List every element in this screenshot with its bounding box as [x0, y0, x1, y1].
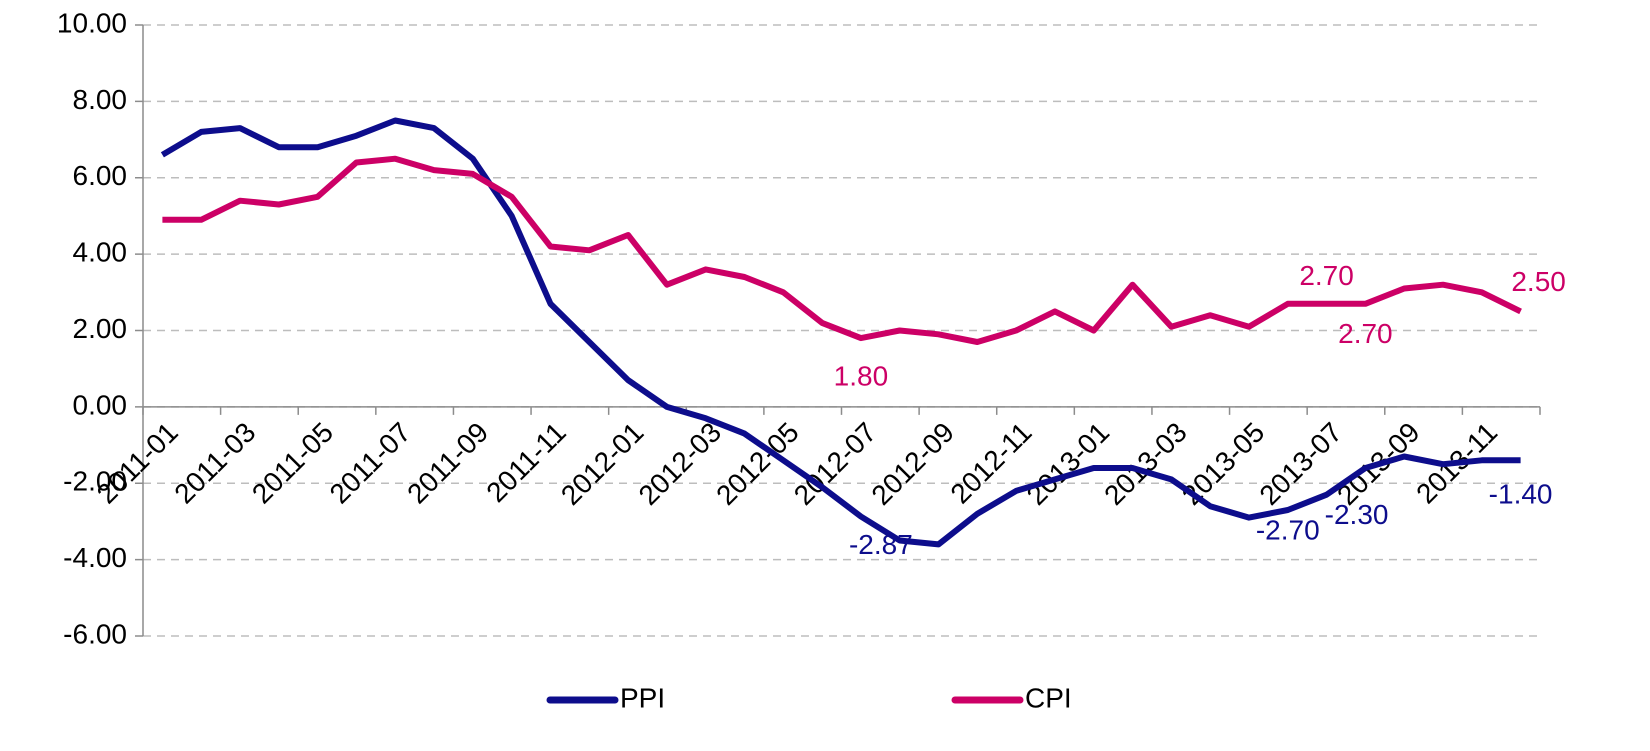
- series-line: [162, 155, 1522, 345]
- x-tick-label: 2012-09: [865, 416, 960, 511]
- x-tick-label: 2012-01: [555, 416, 650, 511]
- x-tick-label: 2013-01: [1021, 416, 1116, 511]
- y-tick-label: -6.00: [63, 618, 127, 649]
- x-tick-label: 2011-09: [401, 416, 494, 509]
- y-tick-label: 10.00: [57, 7, 127, 38]
- y-tick-label: 0.00: [73, 389, 128, 420]
- x-tick-label: 2011-07: [324, 416, 417, 509]
- legend-label: CPI: [1025, 682, 1072, 713]
- x-tick-label: 2013-05: [1176, 416, 1271, 511]
- data-label: -1.40: [1489, 479, 1553, 510]
- data-label: 2.70: [1338, 318, 1393, 349]
- x-tick-label: 2011-11: [480, 416, 572, 508]
- y-tick-label: 6.00: [73, 160, 128, 191]
- x-tick-label: 2012-11: [944, 416, 1037, 509]
- x-tick-label: 2013-07: [1253, 416, 1348, 511]
- y-tick-label: 8.00: [73, 84, 128, 115]
- x-tick-label: 2012-03: [633, 416, 728, 511]
- series-line: [160, 117, 1521, 548]
- y-tick-label: 2.00: [73, 313, 128, 344]
- x-tick-label: 2011-05: [246, 416, 339, 509]
- y-tick-label: -4.00: [63, 542, 127, 573]
- data-label: 1.80: [834, 361, 889, 392]
- data-label: 2.50: [1511, 266, 1566, 297]
- data-label: 2.70: [1299, 260, 1354, 291]
- x-tick-label: 2013-03: [1098, 416, 1193, 511]
- data-label: -2.87: [849, 529, 913, 560]
- legend-label: PPI: [620, 682, 665, 713]
- x-tick-label: 2011-01: [91, 416, 184, 509]
- y-tick-label: 4.00: [73, 237, 128, 268]
- data-label: -2.70: [1256, 514, 1320, 545]
- y-tick-label: -2.00: [63, 466, 127, 497]
- x-tick-label: 2011-03: [168, 416, 261, 509]
- data-label: -2.30: [1325, 499, 1389, 530]
